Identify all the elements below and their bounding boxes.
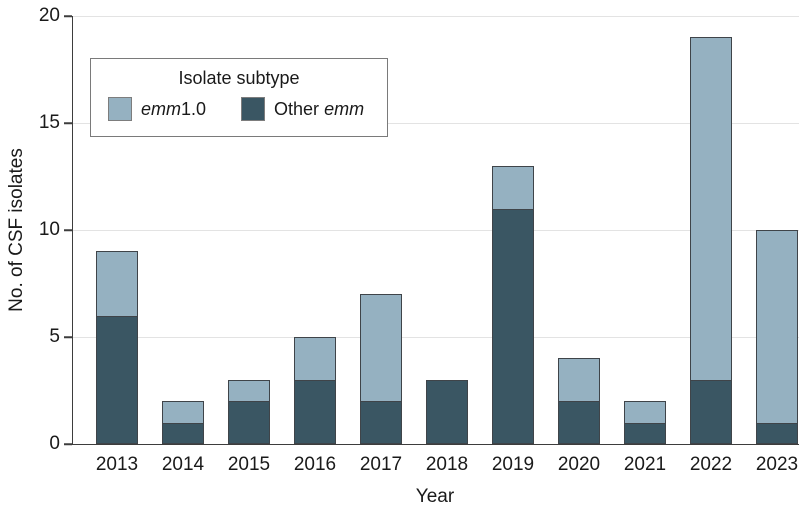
gridline-15 (73, 122, 799, 124)
bar-segment-emm1-0-2013 (96, 251, 138, 316)
bar-2015 (228, 379, 270, 444)
bar-2016 (294, 337, 336, 444)
bar-segment-emm1-0-2022 (690, 37, 732, 380)
legend-swatch-emm1 (108, 97, 132, 121)
x-tick-label-2021: 2021 (623, 454, 667, 475)
x-tick-label-2017: 2017 (359, 454, 403, 475)
bar-segment-other-emm-2016 (294, 379, 336, 444)
bar-segment-emm1-0-2016 (294, 337, 336, 380)
legend-swatch-other-emm (241, 97, 266, 121)
bar-2014 (162, 401, 204, 444)
bar-segment-other-emm-2020 (558, 401, 600, 444)
bar-2020 (558, 358, 600, 444)
bar-segment-emm1-0-2019 (492, 165, 534, 209)
bar-segment-other-emm-2022 (690, 379, 732, 444)
legend-label-emm1: emm1.0 (141, 98, 207, 119)
y-tick-10 (64, 229, 72, 231)
y-tick-label-0: 0 (49, 433, 60, 455)
bar-segment-emm1-0-2023 (756, 230, 798, 423)
bar-segment-other-emm-2021 (624, 422, 666, 444)
y-tick-15 (64, 122, 72, 124)
bar-2013 (96, 251, 138, 444)
bar-2017 (360, 294, 402, 444)
y-tick-label-10: 10 (38, 219, 60, 241)
y-tick-label-20: 20 (38, 5, 60, 27)
bar-segment-emm1-0-2020 (558, 358, 600, 402)
x-tick-label-2015: 2015 (227, 454, 271, 475)
legend: Isolate subtype emm1.0 Other emm (90, 58, 388, 137)
y-tick-label-15: 15 (38, 112, 60, 134)
x-axis-title: Year (415, 486, 455, 507)
bar-segment-emm1-0-2015 (228, 379, 270, 402)
bar-segment-other-emm-2015 (228, 401, 270, 444)
x-tick-label-2018: 2018 (425, 454, 469, 475)
x-tick-label-2020: 2020 (557, 454, 601, 475)
bar-segment-other-emm-2017 (360, 401, 402, 444)
bar-segment-other-emm-2019 (492, 208, 534, 444)
bar-2021 (624, 401, 666, 444)
legend-item-emm1: emm1.0 (108, 97, 206, 121)
plot-area: 0 5 10 15 20 2013 2014 2015 2016 2017 2018 2019 2020… (39, 6, 799, 474)
bar-2023 (756, 230, 798, 444)
bar-segment-other-emm-2014 (162, 422, 204, 444)
y-tick-20 (64, 15, 72, 17)
legend-title: Isolate subtype (178, 68, 300, 88)
x-tick-label-2016: 2016 (293, 454, 337, 475)
legend-row: emm1.0 Other emm (91, 97, 387, 121)
bar-2019 (492, 165, 534, 444)
bar-segment-other-emm-2013 (96, 315, 138, 444)
bar-segment-emm1-0-2017 (360, 294, 402, 402)
x-tick-label-2014: 2014 (161, 454, 205, 475)
legend-item-other-emm: Other emm (241, 97, 364, 121)
bar-segment-emm1-0-2014 (162, 401, 204, 423)
bar-segment-other-emm-2018 (426, 379, 468, 444)
gridline-20 (73, 15, 799, 17)
bar-2022 (690, 37, 732, 444)
gridline-5 (73, 336, 799, 338)
x-tick-label-2013: 2013 (95, 454, 139, 475)
bar-segment-emm1-0-2021 (624, 401, 666, 423)
y-axis-title: No. of CSF isolates (6, 148, 27, 312)
gridline-10 (73, 229, 799, 231)
bar-2018 (426, 379, 468, 444)
y-tick-5 (64, 336, 72, 338)
x-tick-label-2022: 2022 (689, 454, 733, 475)
x-tick-label-2019: 2019 (491, 454, 535, 475)
legend-label-other-emm: Other emm (274, 98, 365, 119)
y-tick-label-5: 5 (49, 326, 60, 348)
y-tick-0 (64, 443, 72, 445)
x-tick-label-2023: 2023 (755, 454, 799, 475)
bar-segment-other-emm-2023 (756, 422, 798, 444)
